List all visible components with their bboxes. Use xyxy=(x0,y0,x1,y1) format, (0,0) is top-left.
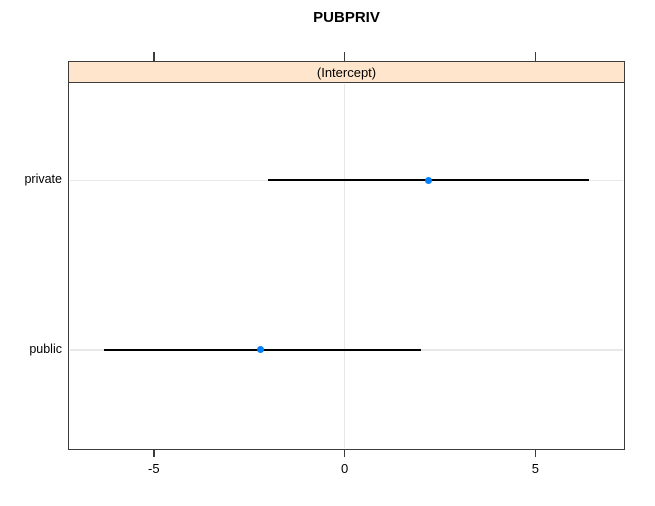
estimate-point xyxy=(257,346,265,354)
zero-gridline xyxy=(343,84,346,448)
category-label: public xyxy=(29,341,62,356)
chart-title: PUBPRIV xyxy=(313,9,380,26)
panel-strip-label: (Intercept) xyxy=(316,64,377,80)
bottom-axis-tick xyxy=(534,450,537,457)
top-axis-tick xyxy=(153,52,155,61)
bottom-axis-tick xyxy=(343,450,346,457)
top-axis-tick xyxy=(343,52,346,61)
x-tick-label: 0 xyxy=(340,461,349,476)
top-axis-tick xyxy=(534,52,537,61)
panel-strip: (Intercept) xyxy=(68,61,625,83)
category-label: private xyxy=(24,172,62,187)
x-tick-label: 5 xyxy=(531,461,539,476)
plot-panel xyxy=(68,82,625,450)
bottom-axis-tick xyxy=(153,450,155,457)
x-tick-label: -5 xyxy=(148,461,160,476)
estimate-point xyxy=(425,176,433,184)
